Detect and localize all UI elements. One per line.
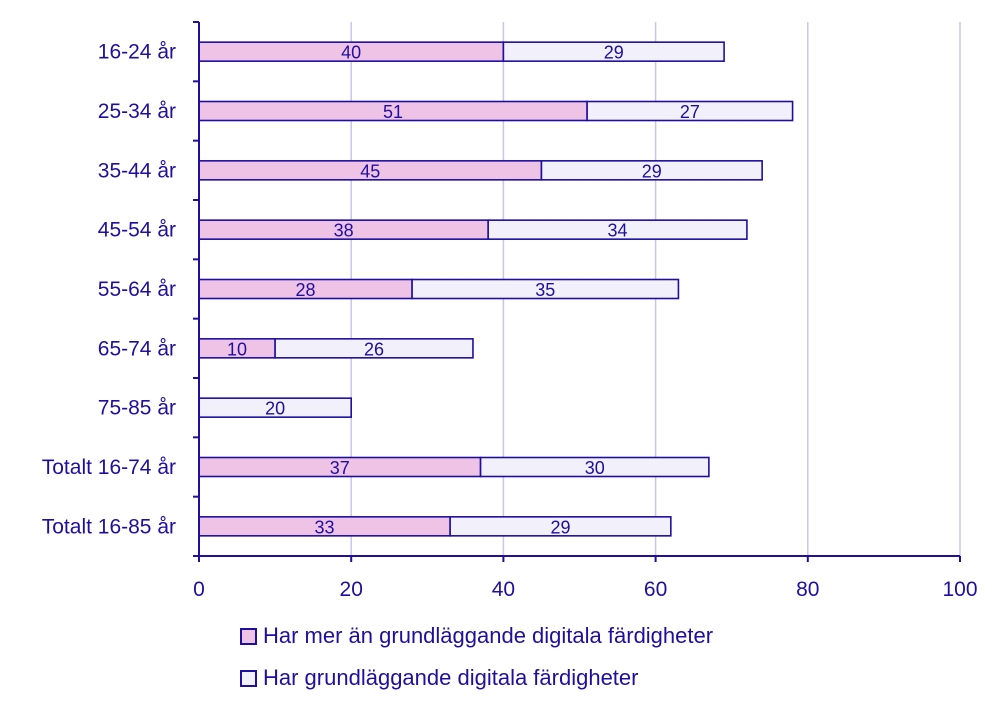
data-label-s1-0: 40 [341,43,361,63]
bar-s2-0 [502,41,725,62]
data-label-s2-7: 30 [585,458,605,478]
category-label-1: 25-34 år [98,100,176,123]
bar-s2-4 [411,278,680,300]
data-label-s1-2: 45 [360,161,380,181]
legend-label-advanced: Har mer än grundläggande digitala färdig… [263,623,714,648]
data-label-s1-4: 28 [296,280,316,300]
bar-s2-1 [586,100,794,122]
data-label-s2-4: 35 [535,280,555,300]
bar-s2-5 [274,338,474,359]
data-label-s1-8: 33 [315,517,335,537]
category-label-6: 75-85 år [98,397,176,420]
bar-s2-3 [487,219,748,240]
data-label-s2-1: 27 [680,102,700,122]
category-label-7: Totalt 16-74 år [42,456,176,479]
legend-swatch-advanced [240,627,257,645]
bar-s2-2 [540,160,763,181]
data-label-s1-3: 38 [334,221,354,241]
category-label-2: 35-44 år [98,159,176,182]
category-label-4: 55-64 år [98,278,176,301]
data-label-s2-6: 20 [265,399,285,419]
category-label-0: 16-24 år [98,41,176,64]
bar-s2-7 [479,456,710,478]
data-label-s2-2: 29 [642,161,662,181]
data-label-s1-1: 51 [383,102,403,122]
x-tick-label-100: 100 [942,578,977,601]
legend: Har mer än grundläggande digitala färdig… [240,622,713,706]
data-label-s1-5: 10 [227,339,247,359]
category-label-3: 45-54 år [98,219,176,242]
x-tick-label-80: 80 [796,578,819,601]
legend-item-basic: Har grundläggande digitala färdigheter [240,664,713,692]
data-label-s2-5: 26 [364,339,384,359]
legend-label-basic: Har grundläggande digitala färdigheter [263,665,639,690]
category-label-8: Totalt 16-85 år [42,515,176,538]
data-label-s2-3: 34 [608,221,628,241]
x-tick-label-20: 20 [340,578,363,601]
bar-s2-8 [449,516,672,537]
data-label-s2-0: 29 [604,43,624,63]
x-tick-label-40: 40 [492,578,515,601]
x-tick-label-0: 0 [193,578,205,601]
data-label-s1-7: 37 [330,458,350,478]
category-label-5: 65-74 år [98,337,176,360]
legend-swatch-basic [240,669,257,687]
legend-item-advanced: Har mer än grundläggande digitala färdig… [240,622,713,650]
stacked-bar-chart: 40 29 16-24 år 51 27 25-34 år 45 29 35-44 år 38 34… [42,21,978,601]
x-tick-label-60: 60 [644,578,667,601]
data-label-s2-8: 29 [550,517,570,537]
